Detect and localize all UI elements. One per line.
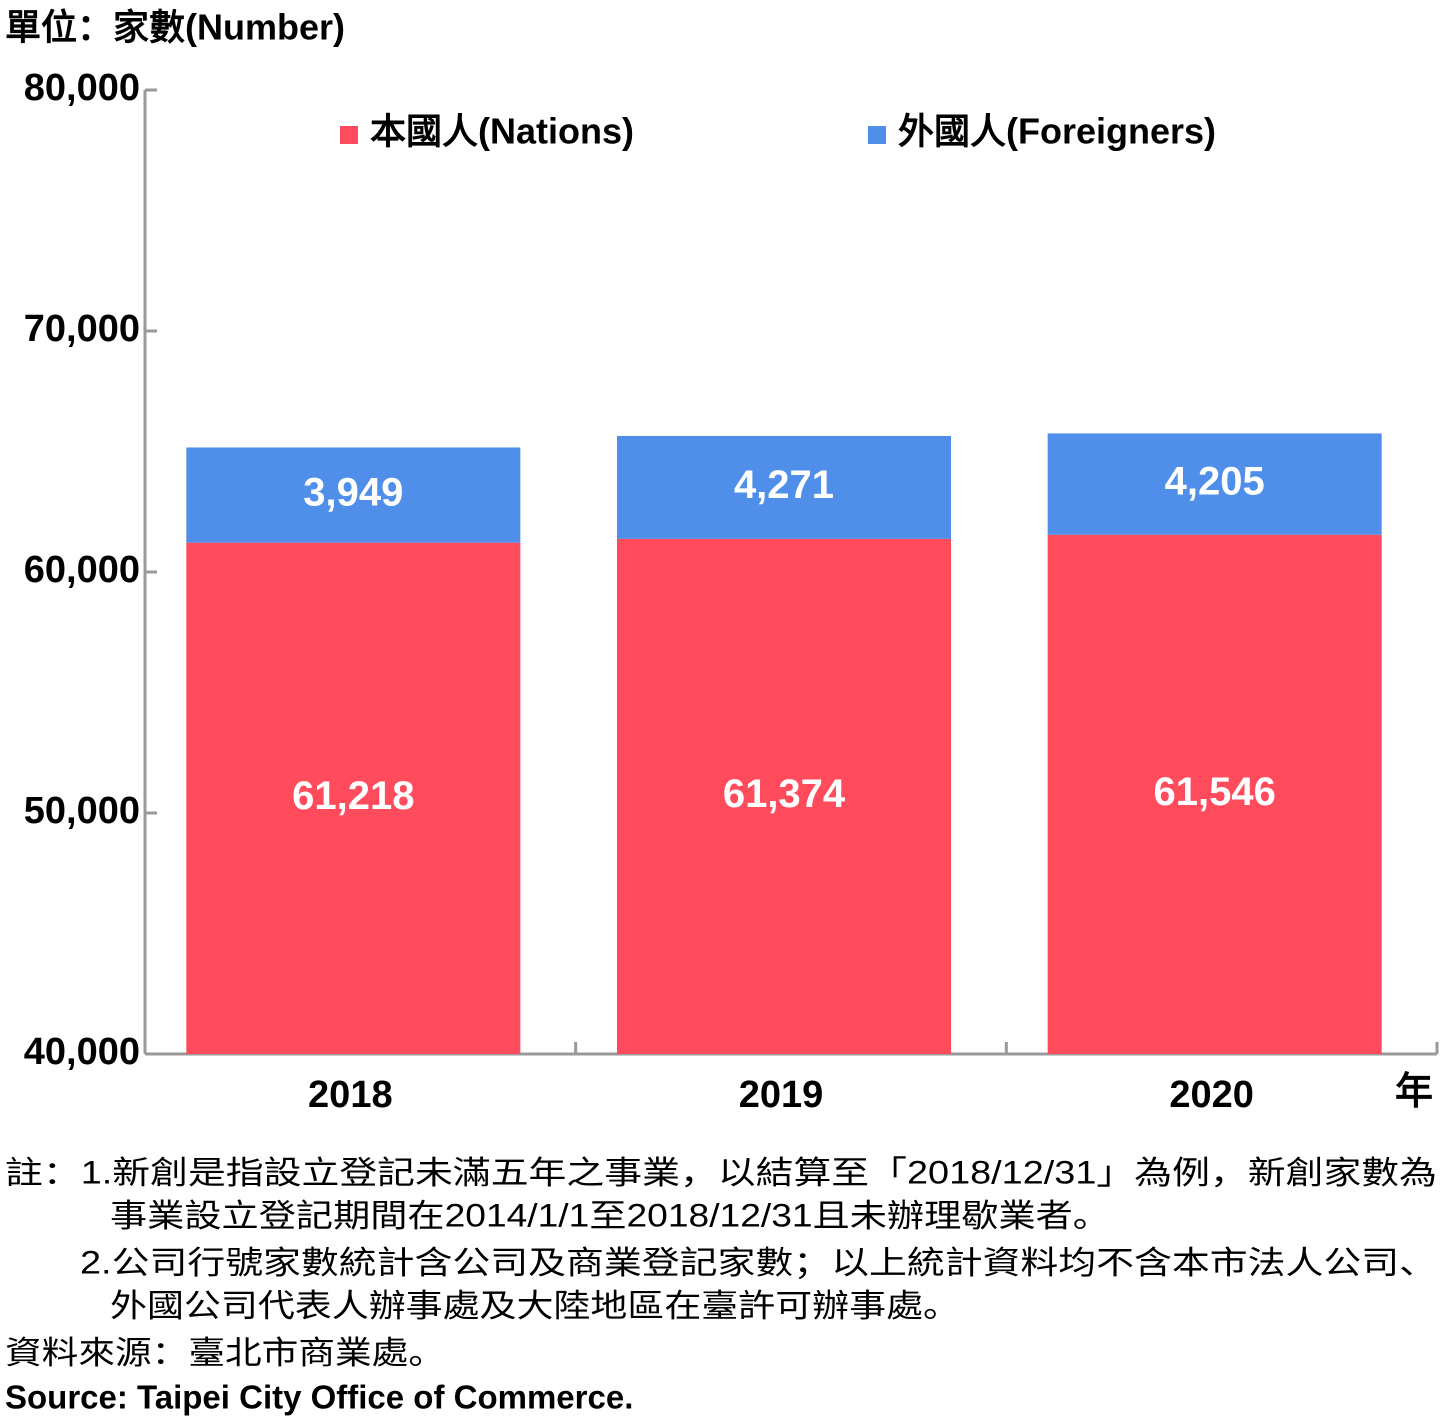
legend-label: 本國人(Nations) <box>370 111 634 152</box>
value-label: 4,271 <box>734 463 834 507</box>
legend-label: 外國人(Foreigners) <box>898 111 1216 152</box>
note-line: 事業設立登記期間在2014/1/1至2018/12/31且未辦理歇業者。 <box>110 1197 1110 1233</box>
value-label: 3,949 <box>303 471 403 515</box>
bar-segment <box>1047 433 1382 535</box>
y-tick-label: 60,000 <box>24 549 140 591</box>
value-label: 4,205 <box>1165 460 1265 504</box>
x-tick-label: 2018 <box>308 1074 393 1116</box>
value-label: 61,546 <box>1153 770 1275 814</box>
unit-label: 單位：家數(Number) <box>5 7 345 48</box>
bar-segment <box>617 538 951 1054</box>
value-label: 61,218 <box>292 774 414 818</box>
bar-segment <box>186 447 521 543</box>
bar-segment <box>617 435 951 539</box>
legend-swatch <box>868 126 886 144</box>
note-line: 註：1.新創是指設立登記未滿五年之事業，以結算至「2018/12/31」為例，新… <box>5 1154 1437 1190</box>
y-tick-label: 70,000 <box>24 308 140 350</box>
x-tick-label: 2019 <box>739 1074 824 1116</box>
bar-segment <box>1047 534 1382 1054</box>
x-suffix: 年 <box>1395 1071 1433 1113</box>
y-tick-label: 50,000 <box>24 790 140 832</box>
note-line: 2.公司行號家數統計含公司及商業登記家數；以上統計資料均不含本市法人公司、 <box>80 1244 1437 1280</box>
bar-segment <box>186 542 521 1054</box>
source-en: Source: Taipei City Office of Commerce. <box>5 1379 633 1416</box>
source-zh: 資料來源：臺北市商業處。 <box>5 1334 445 1370</box>
value-label: 61,374 <box>723 772 846 816</box>
y-tick-label: 40,000 <box>24 1031 140 1073</box>
legend-swatch <box>340 126 358 144</box>
x-tick-label: 2020 <box>1169 1074 1254 1116</box>
y-tick-label: 80,000 <box>24 67 140 109</box>
note-line: 外國公司代表人辦事處及大陸地區在臺許可辦事處。 <box>110 1287 960 1323</box>
